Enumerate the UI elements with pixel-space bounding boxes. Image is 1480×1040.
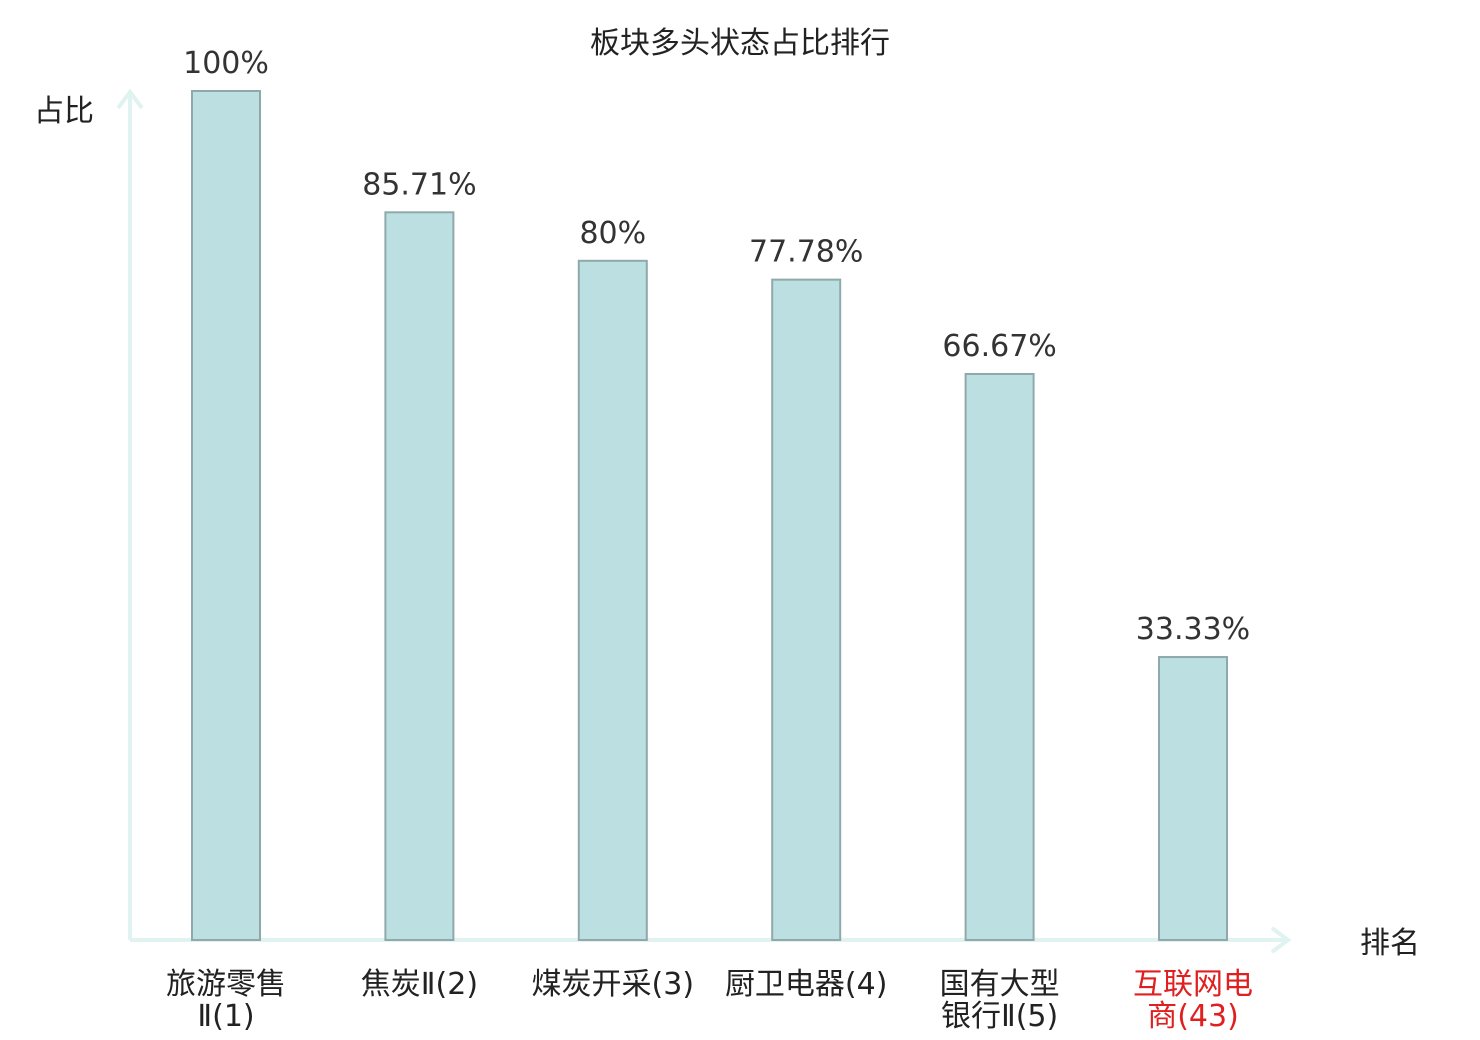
axes <box>116 88 1292 954</box>
category-label-line: 厨卫电器(4) <box>725 967 888 1002</box>
category-label-line: 银行Ⅱ(5) <box>941 999 1058 1034</box>
x-axis-arrow <box>1270 926 1292 954</box>
y-axis-arrow <box>116 88 144 110</box>
category-labels: 旅游零售 Ⅱ(1) 焦炭Ⅱ(2) 煤炭开采(3) 厨卫电器(4) 国有大型银行Ⅱ(5) 互联… <box>166 967 1253 1034</box>
bars <box>191 90 1228 942</box>
x-axis-label: 排名 <box>1360 926 1420 961</box>
category-label: 互联网电商(43) <box>1133 967 1253 1034</box>
category-label-line: 互联网电 <box>1133 967 1253 1002</box>
category-label-line: 国有大型 <box>940 967 1060 1002</box>
bar <box>1158 656 1228 942</box>
category-label-line: 商(43) <box>1147 999 1239 1034</box>
bar <box>771 278 842 941</box>
category-label-line: 旅游零售 <box>166 967 286 1002</box>
category-label-line: 煤炭开采(3) <box>532 967 695 1002</box>
bar-value-label: 33.33% <box>1136 612 1250 647</box>
bar <box>191 90 261 941</box>
category-label: 旅游零售 Ⅱ(1) <box>166 967 286 1034</box>
bar <box>964 372 1035 942</box>
bar-value-label: 80% <box>579 216 646 251</box>
category-label: 厨卫电器(4) <box>725 967 888 1002</box>
category-label: 国有大型银行Ⅱ(5) <box>940 967 1060 1034</box>
category-label: 煤炭开采(3) <box>532 967 695 1002</box>
bar <box>577 259 648 941</box>
bar-value-label: 100% <box>183 46 269 81</box>
value-labels: 100% 85.71% 80% 77.78% 66.67% 33.33% <box>183 46 1250 647</box>
y-axis-label: 占比 <box>34 94 94 129</box>
category-label: 焦炭Ⅱ(2) <box>361 967 478 1002</box>
bar-value-label: 77.78% <box>749 235 863 270</box>
category-label-line: Ⅱ(1) <box>197 999 254 1034</box>
chart-title: 板块多头状态占比排行 <box>590 26 890 61</box>
bar-value-label: 85.71% <box>362 167 476 202</box>
bar-value-label: 66.67% <box>942 329 1056 364</box>
category-label-line: 焦炭Ⅱ(2) <box>361 967 478 1002</box>
bar <box>384 211 455 942</box>
